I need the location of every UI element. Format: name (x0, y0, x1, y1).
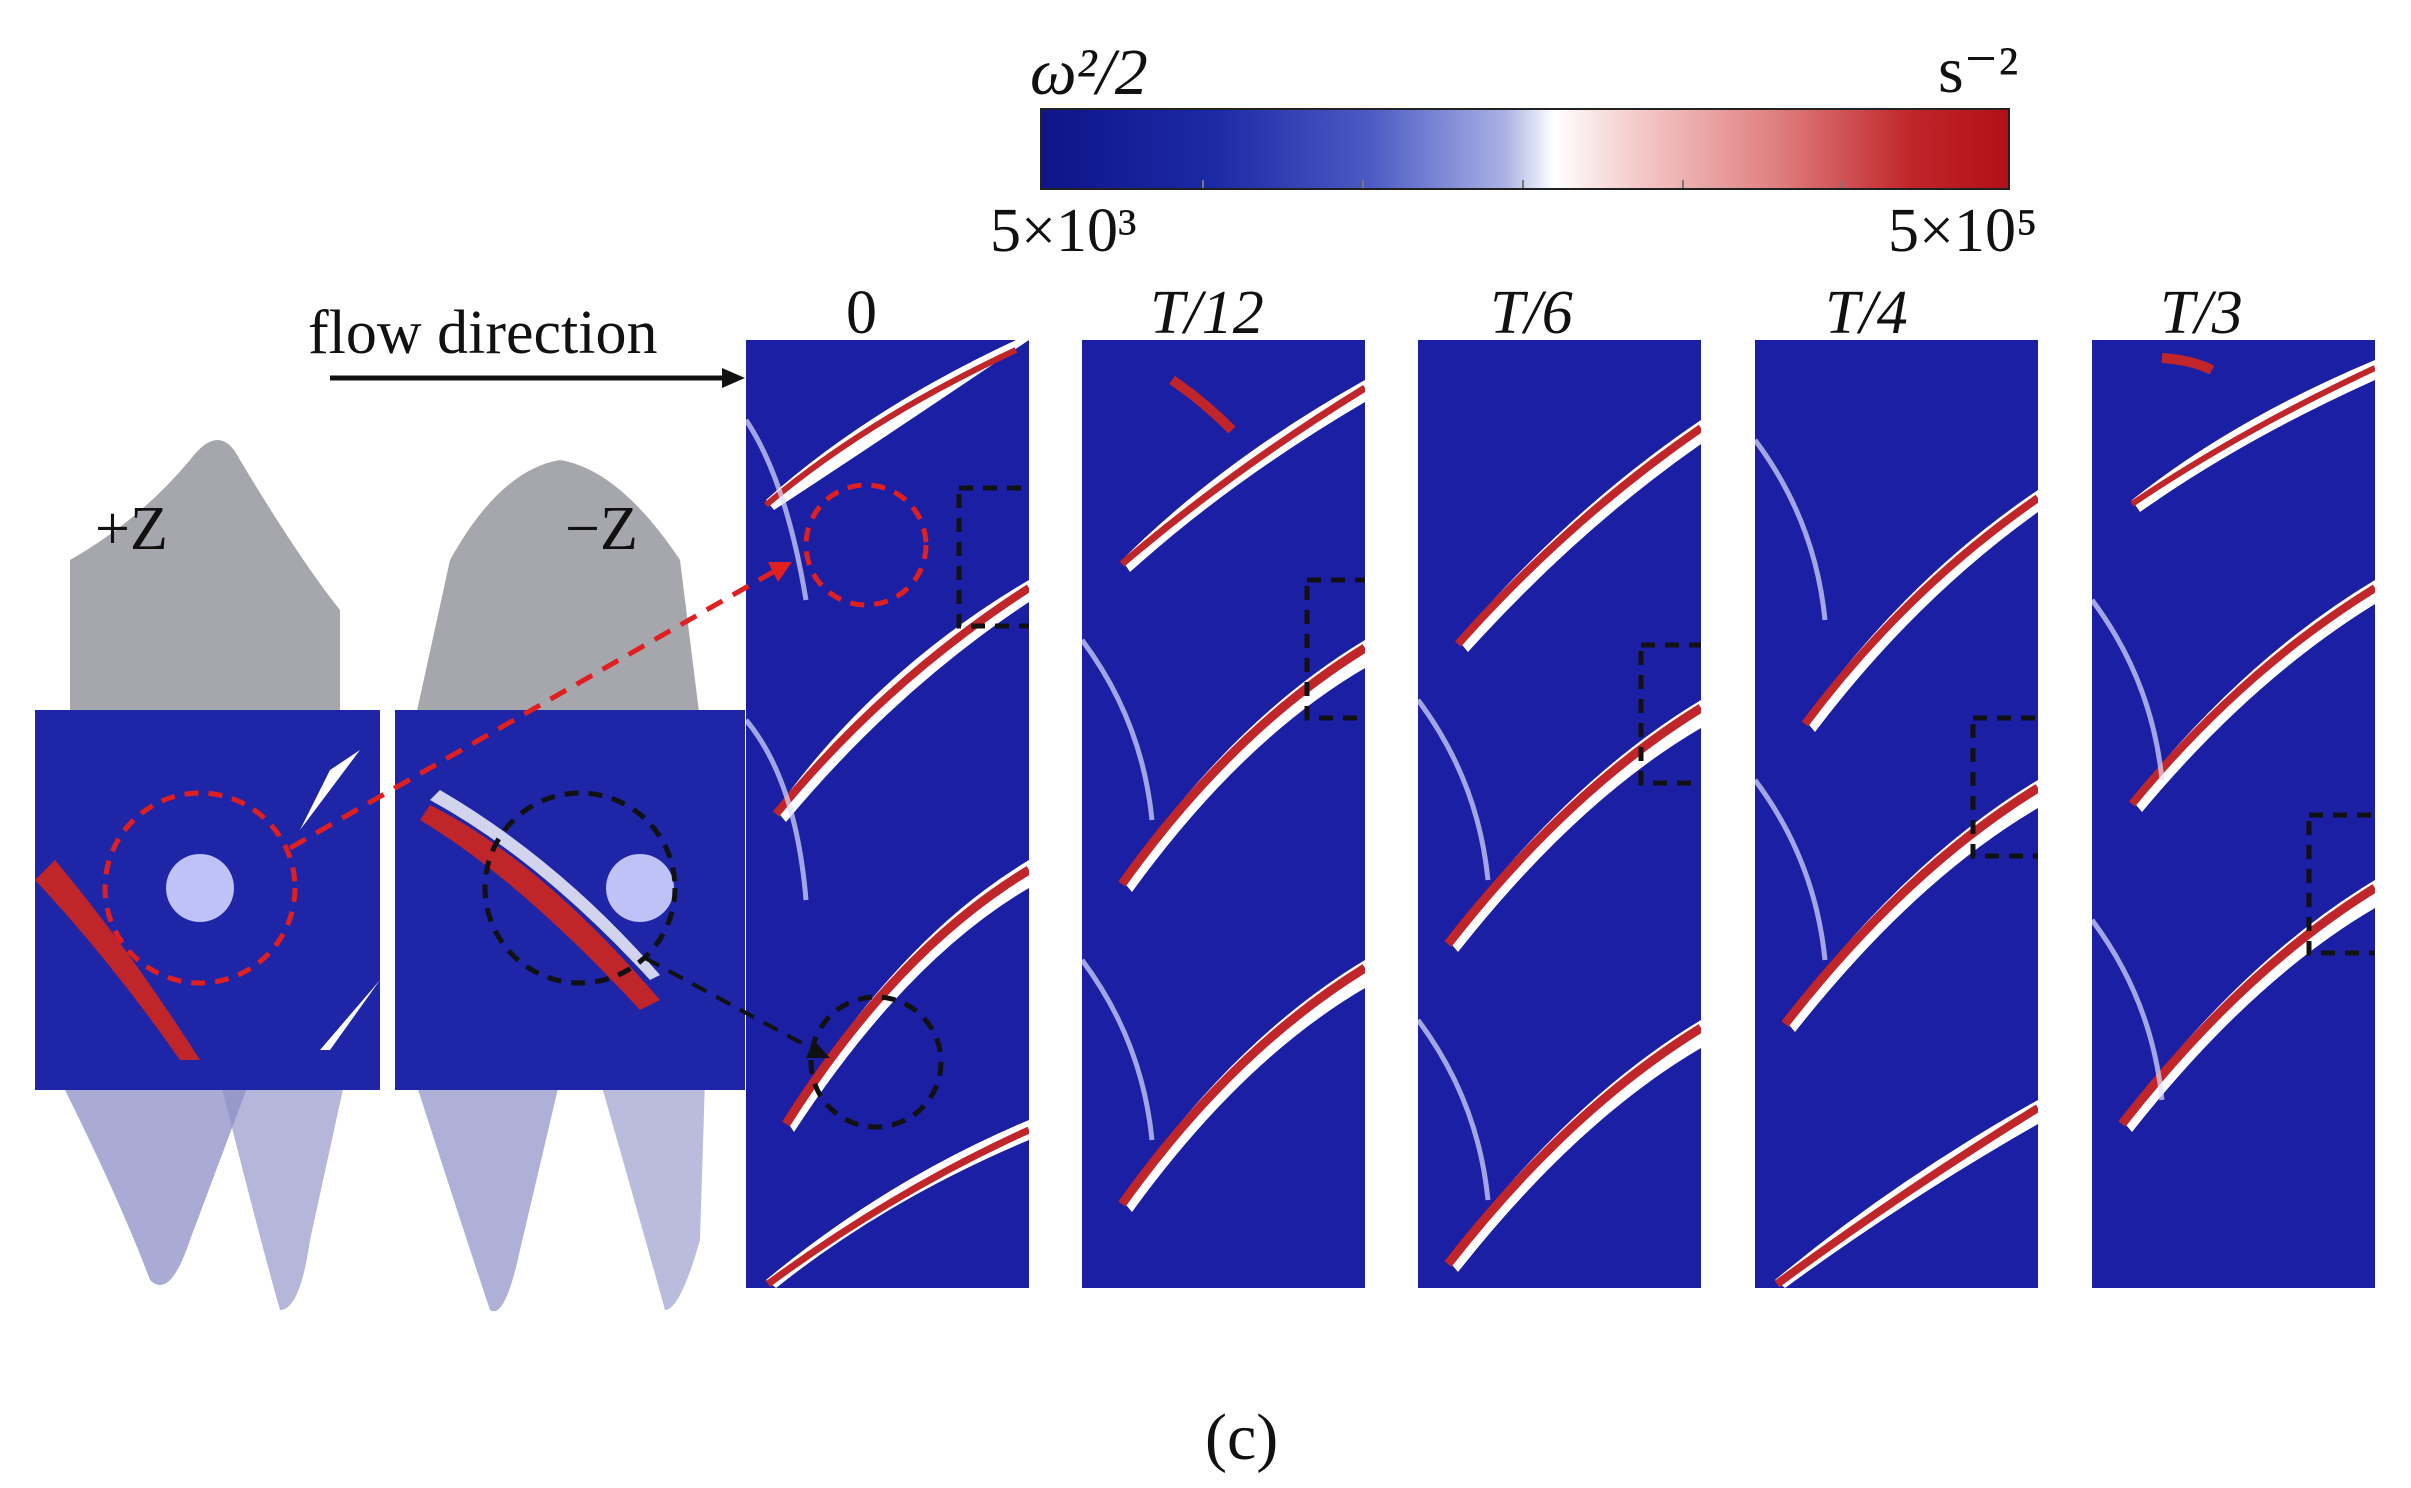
figure-caption: (c) (1205, 1401, 1279, 1474)
plus-z-label: +Z (95, 495, 168, 563)
plus-z-hump (70, 440, 340, 720)
dashed-box-3 (1970, 715, 2038, 859)
dashed-box-0 (956, 485, 1029, 629)
black-dashed-circle (482, 790, 678, 986)
flow-direction-arrow (330, 368, 745, 388)
dashed-box-1 (1304, 577, 1365, 721)
colorbar-unit-label: s⁻² (1938, 34, 2019, 107)
minus-z-hump (415, 460, 700, 720)
time-label-3: T/4 (1825, 279, 1908, 347)
dashed-box-4 (2306, 812, 2375, 956)
vorticity-panel-1 (1082, 340, 1365, 1288)
time-label-4: T/3 (2160, 279, 2243, 347)
colorbar-max-label: 5×10⁵ (1888, 197, 2038, 265)
colorbar (1040, 108, 2010, 190)
vorticity-panel-3 (1755, 340, 2038, 1288)
red-dashed-circle-panel (803, 482, 929, 608)
colorbar-min-label: 5×10³ (990, 197, 1137, 265)
black-dashed-circle-panel (808, 994, 944, 1130)
time-label-0: 0 (846, 279, 877, 347)
time-label-2: T/6 (1490, 279, 1573, 347)
dashed-box-2 (1638, 642, 1701, 786)
vorticity-panel-0 (746, 340, 1029, 1288)
blade-3d-view (35, 440, 745, 1312)
red-dashed-circle (102, 790, 298, 986)
minus-z-label: −Z (565, 495, 638, 563)
vorticity-panel-4 (2092, 340, 2375, 1288)
time-label-1: T/12 (1150, 279, 1264, 347)
colorbar-quantity-label: ω²/2 (1030, 36, 1148, 109)
flow-direction-label: flow direction (308, 299, 658, 367)
vorticity-panel-2 (1418, 340, 1701, 1288)
